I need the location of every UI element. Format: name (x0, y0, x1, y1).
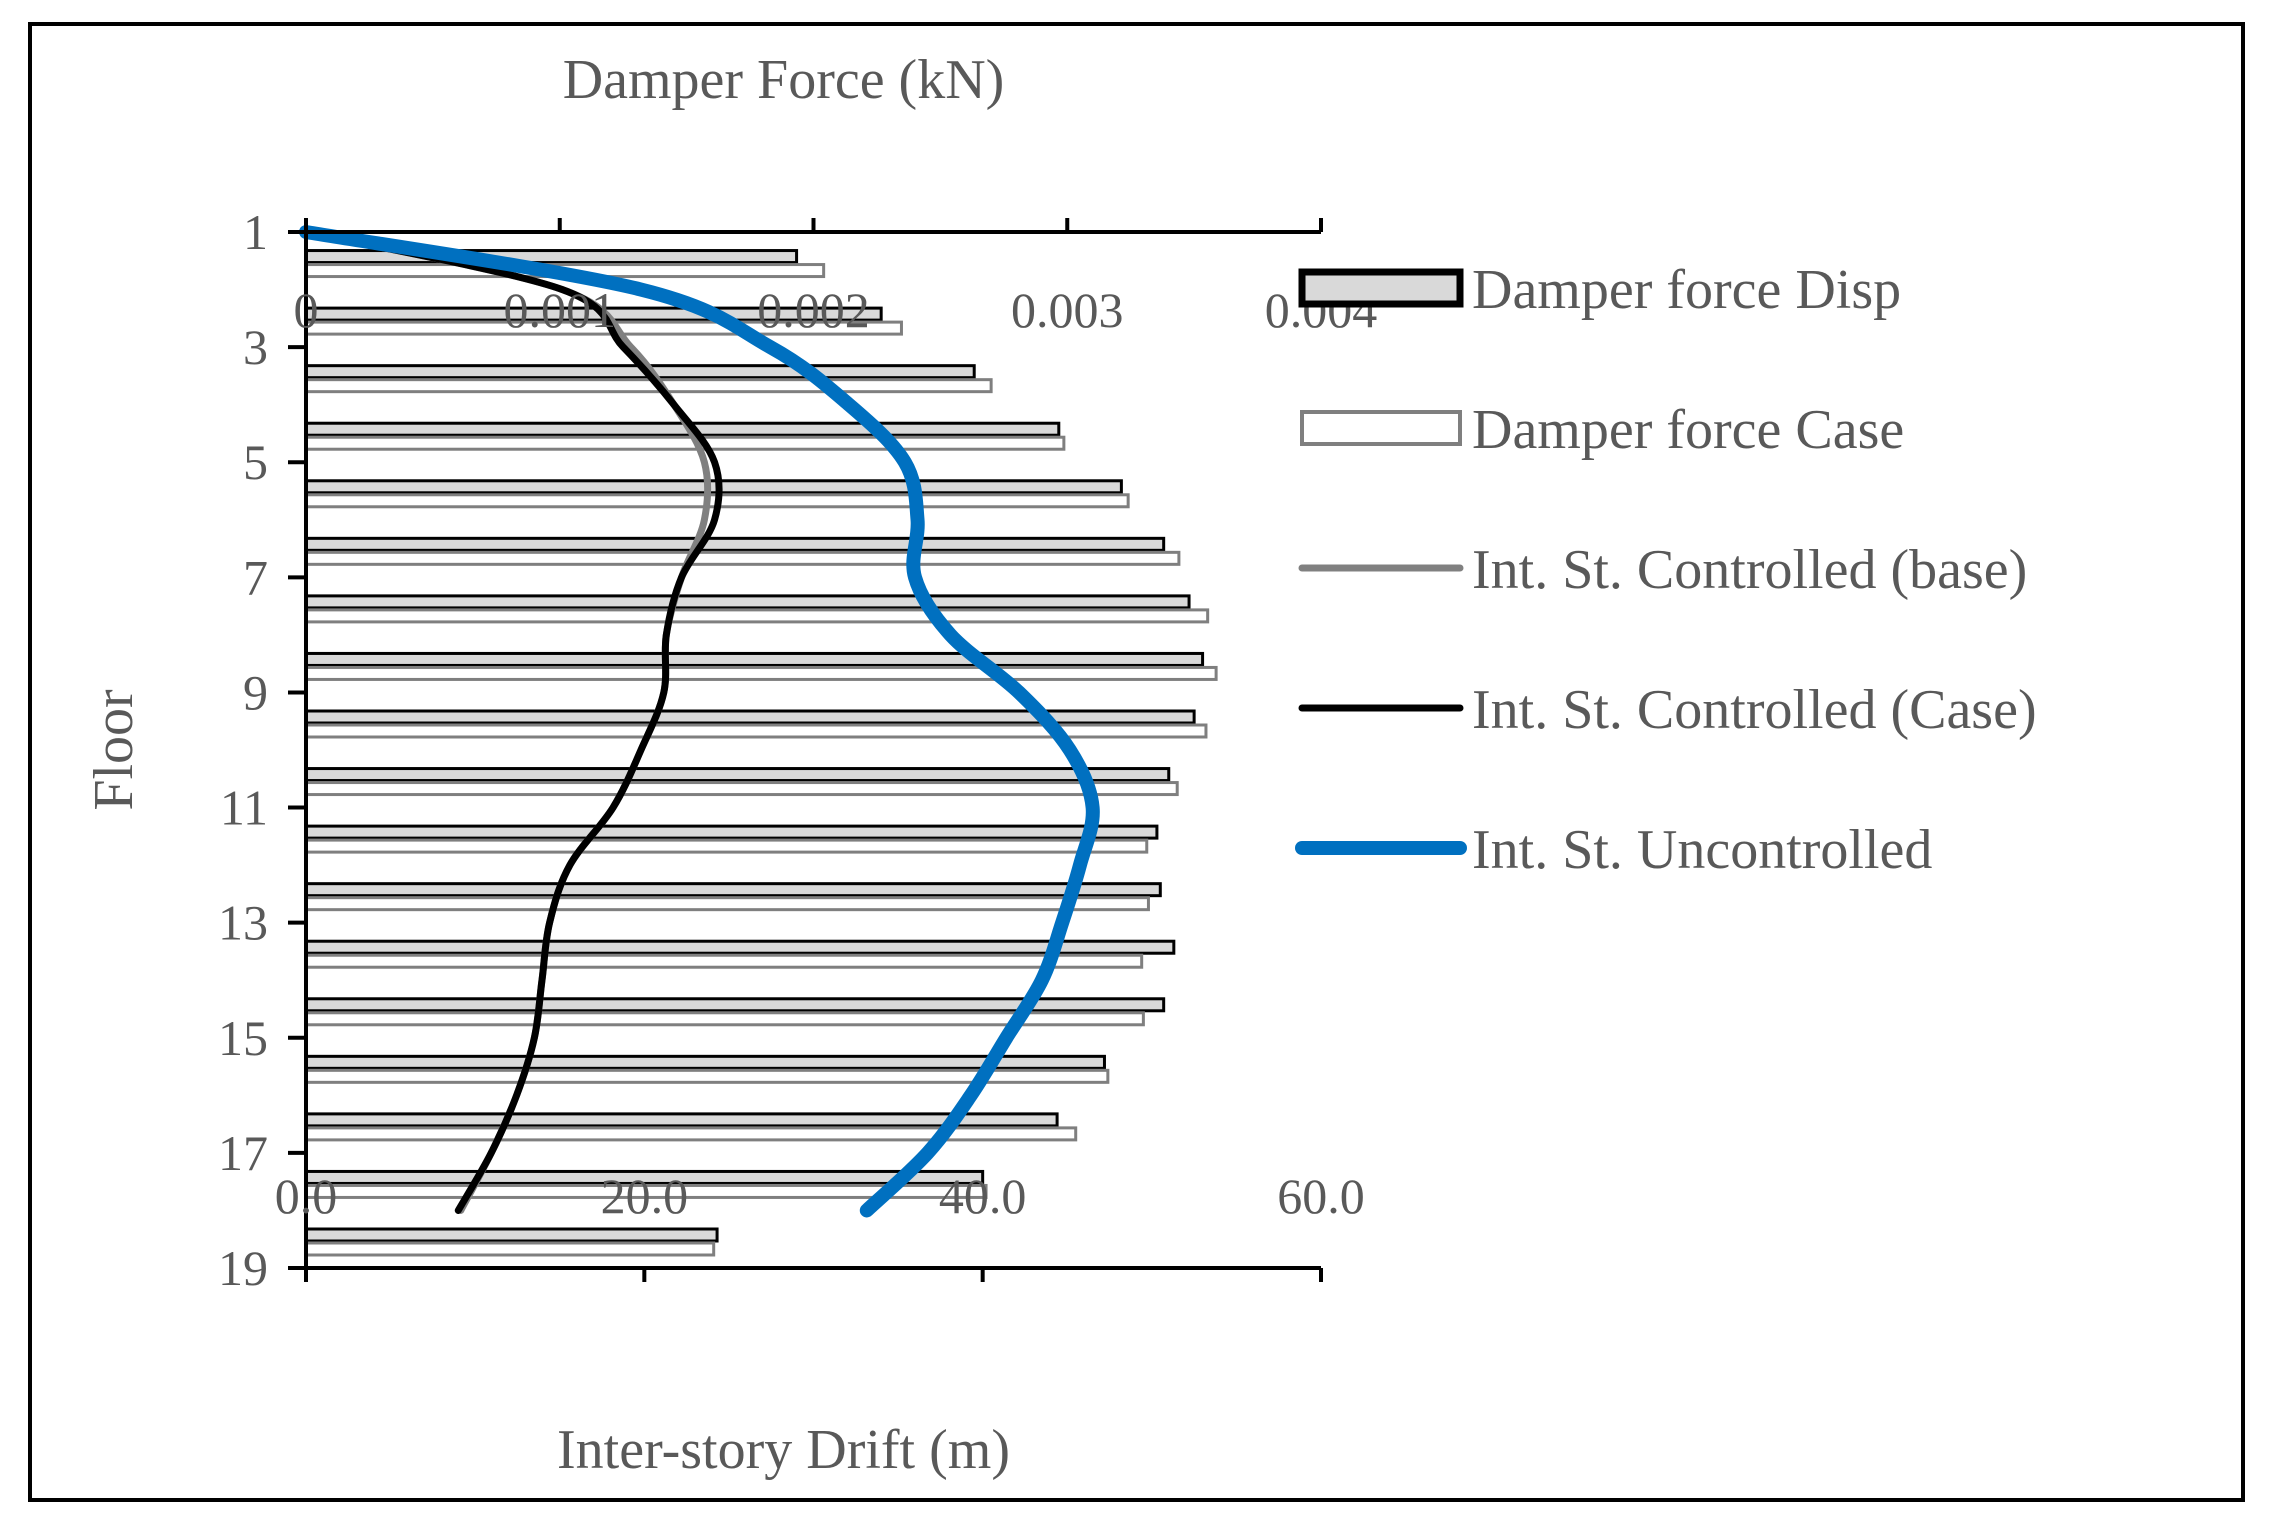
bar-damper-force-disp-floor-5 (304, 421, 1061, 437)
y-tick-label: 9 (243, 664, 268, 720)
bottom-tick-label: 0.002 (757, 282, 870, 338)
bar-damper-force-case-floor-7 (304, 550, 1181, 566)
top-axis-title: Damper Force (kN) (563, 49, 1005, 111)
bar-damper-force-disp-floor-12 (304, 824, 1159, 840)
bottom-tick-label: 0 (294, 282, 319, 338)
lines-layer (299, 225, 1100, 1218)
legend-label: Int. St. Controlled (base) (1472, 539, 2027, 601)
bar-damper-force-disp-floor-19 (304, 1227, 719, 1243)
chart-frame: 1 3 5 7 9 11 13 15 17 19 0.0 20.0 40.0 60.0 0 0.001 0.00… (28, 22, 2245, 1502)
legend-label: Damper force Case (1472, 399, 1904, 461)
bar-damper-force-case-floor-13 (304, 896, 1150, 912)
y-tick-label: 17 (218, 1125, 268, 1181)
bar-damper-force-disp-floor-10 (304, 709, 1196, 725)
y-tick-label: 13 (218, 895, 268, 951)
top-tick-label: 20.0 (601, 1168, 689, 1224)
bottom-tick-label: 0.001 (504, 282, 617, 338)
top-tick-label: 0.0 (275, 1168, 338, 1224)
y-tick-label: 11 (220, 780, 268, 836)
bar-damper-force-disp-floor-6 (304, 479, 1123, 495)
legend-layer: Damper force Disp Damper force Case Int. S… (1295, 259, 2037, 881)
legend-item-int-st-controlled-base: Int. St. Controlled (base) (1298, 539, 2027, 601)
top-tick-label: 40.0 (939, 1168, 1027, 1224)
y-tick-label: 5 (243, 434, 268, 490)
legend-swatch (1298, 268, 1464, 308)
y-tick-label: 1 (243, 204, 268, 260)
y-tick-label: 7 (243, 549, 268, 605)
legend-item-damper-force-disp: Damper force Disp (1298, 259, 1901, 321)
legend-label: Int. St. Controlled (Case) (1472, 679, 2037, 741)
legend-label: Damper force Disp (1472, 259, 1901, 321)
bar-damper-force-disp-floor-2 (304, 249, 799, 265)
bar-damper-force-disp-floor-9 (304, 651, 1205, 667)
y-axis-title: Floor (83, 689, 145, 811)
bar-damper-force-case-floor-12 (304, 838, 1149, 854)
legend-swatch (1300, 410, 1462, 446)
bottom-axis-title: Inter-story Drift (m) (557, 1419, 1010, 1481)
bar-damper-force-case-floor-4 (304, 378, 993, 394)
y-tick-label: 19 (218, 1240, 268, 1296)
bar-damper-force-case-floor-5 (304, 435, 1066, 451)
legend-item-int-st-controlled-case: Int. St. Controlled (Case) (1298, 679, 2037, 741)
bar-damper-force-case-floor-19 (304, 1241, 716, 1257)
bar-damper-force-disp-floor-13 (304, 882, 1162, 898)
legend-label: Int. St. Uncontrolled (1472, 819, 1932, 881)
bar-damper-force-case-floor-10 (304, 723, 1208, 739)
line-int-st-uncontrolled (299, 225, 1100, 1218)
top-tick-label: 60.0 (1277, 1168, 1365, 1224)
y-tick-label: 15 (218, 1010, 268, 1066)
bar-damper-force-disp-floor-8 (304, 594, 1191, 610)
bar-damper-force-disp-floor-11 (304, 767, 1171, 783)
bar-damper-force-case-floor-14 (304, 953, 1144, 969)
bar-damper-force-case-floor-8 (304, 608, 1210, 624)
bar-damper-force-case-floor-17 (304, 1126, 1078, 1142)
legend-item-int-st-uncontrolled: Int. St. Uncontrolled (1295, 819, 1932, 881)
bar-damper-force-disp-floor-7 (304, 536, 1166, 552)
y-tick-label: 3 (243, 319, 268, 375)
line-int-st-controlled-case (302, 228, 723, 1214)
legend-item-damper-force-case: Damper force Case (1300, 399, 1904, 461)
bar-damper-force-case-floor-11 (304, 781, 1179, 797)
bottom-tick-label: 0.003 (1011, 282, 1124, 338)
bar-damper-force-case-floor-9 (304, 665, 1218, 681)
bar-damper-force-disp-floor-14 (304, 939, 1176, 955)
